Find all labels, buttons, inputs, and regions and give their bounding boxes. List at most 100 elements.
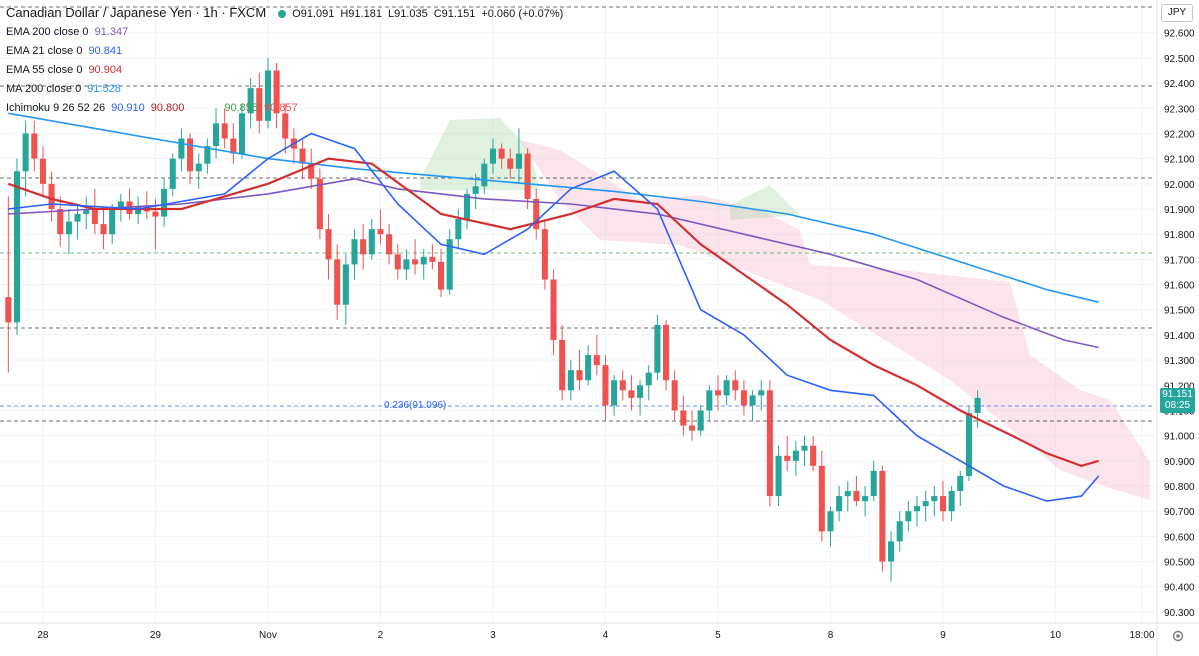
candlestick-series xyxy=(5,57,981,582)
candle-body xyxy=(913,506,921,512)
last-price-tag: 91.151 08:25 xyxy=(1160,388,1195,413)
y-axis-ticks: 92.600 92.500 92.400 92.300 92.200 92.100 92.0… xyxy=(1164,29,1195,619)
candle-body xyxy=(550,279,557,340)
candle-body xyxy=(602,365,609,406)
y-tick-label: 92.100 xyxy=(1164,155,1195,166)
candle-body xyxy=(195,163,202,172)
series-line-ma-200 xyxy=(8,112,1099,303)
candle-body xyxy=(351,239,358,265)
candle-body xyxy=(463,193,471,220)
candle-body xyxy=(559,339,566,391)
y-tick-label: 91.400 xyxy=(1164,331,1195,342)
candle-body xyxy=(706,390,713,411)
candle-body xyxy=(31,133,38,159)
candle-body xyxy=(611,380,618,406)
candle-body xyxy=(394,254,401,270)
candle-body xyxy=(472,186,479,194)
candle-body xyxy=(688,425,696,431)
y-tick-label: 90.800 xyxy=(1164,482,1195,493)
candle-body xyxy=(48,183,55,210)
candle-body xyxy=(403,259,410,270)
candle-body xyxy=(965,412,972,476)
candle-body xyxy=(169,158,176,189)
candle-body xyxy=(593,355,600,366)
candle-body xyxy=(368,229,375,255)
candle-body xyxy=(792,450,799,461)
candle-body xyxy=(515,153,522,169)
candle-body xyxy=(533,198,540,230)
last-price-countdown: 08:25 xyxy=(1164,400,1191,411)
candle-body xyxy=(238,113,246,154)
y-tick-label: 92.400 xyxy=(1164,79,1195,90)
candle-body xyxy=(957,475,964,492)
x-axis-ticks: 28 29 Nov 2 3 4 5 8 9 10 18:00 xyxy=(37,630,1155,641)
candle-body xyxy=(316,178,323,230)
candle-body xyxy=(446,239,453,290)
candle-body xyxy=(429,256,436,262)
series-line-ema-21 xyxy=(8,132,1100,502)
y-tick-label: 92.300 xyxy=(1164,104,1195,115)
candle-body xyxy=(91,209,98,225)
series-line-ema-55 xyxy=(7,157,1100,468)
candle-body xyxy=(308,163,315,179)
y-tick-label: 90.700 xyxy=(1164,507,1195,518)
candle-body xyxy=(576,370,583,381)
candle-body xyxy=(117,201,124,210)
candle-body xyxy=(818,465,825,532)
candle-body xyxy=(360,239,367,255)
candle-body xyxy=(152,211,159,217)
candle-body xyxy=(377,229,384,235)
candle-body xyxy=(654,324,661,373)
y-tick-label: 90.600 xyxy=(1164,532,1195,543)
candle-body xyxy=(100,224,107,235)
candle-body xyxy=(438,261,445,290)
candle-body xyxy=(264,70,271,121)
candle-body xyxy=(109,209,116,235)
candle-body xyxy=(723,380,730,396)
candle-body xyxy=(420,256,427,265)
x-tick-label: Nov xyxy=(259,630,277,641)
y-tick-label: 92.000 xyxy=(1164,180,1195,191)
candle-body xyxy=(256,88,263,121)
x-tick-label: 29 xyxy=(150,630,162,641)
y-tick-label: 91.900 xyxy=(1164,205,1195,216)
candle-body xyxy=(567,370,574,391)
candle-body xyxy=(221,123,228,139)
candle-body xyxy=(230,138,237,154)
gear-icon[interactable] xyxy=(1171,629,1185,643)
candle-body xyxy=(65,221,72,235)
candle-body xyxy=(489,148,496,164)
candle-body xyxy=(853,491,860,502)
fib-level-label: 0.236(91.096) xyxy=(384,400,447,411)
y-tick-label: 91.800 xyxy=(1164,230,1195,241)
y-tick-label: 91.500 xyxy=(1164,306,1195,317)
candle-body xyxy=(135,206,142,215)
candle-body xyxy=(775,455,782,497)
candle-body xyxy=(325,229,332,260)
candle-body xyxy=(412,259,419,265)
candle-body xyxy=(931,496,938,502)
candle-body xyxy=(645,372,652,386)
candle-body xyxy=(524,153,531,199)
candle-body xyxy=(628,390,635,398)
x-tick-label: 8 xyxy=(828,630,834,641)
y-tick-label: 91.700 xyxy=(1164,255,1195,266)
candle-body xyxy=(766,390,773,497)
candle-body xyxy=(680,410,687,426)
indicator-lines xyxy=(7,112,1100,502)
candle-body xyxy=(671,380,678,411)
candle-body xyxy=(732,380,739,391)
candle-body xyxy=(905,511,912,522)
x-tick-label: 18:00 xyxy=(1130,630,1155,641)
cloud-red xyxy=(520,140,1150,500)
candle-body xyxy=(697,410,704,431)
x-tick-label: 2 xyxy=(378,630,384,641)
candle-body xyxy=(39,158,46,184)
candle-body xyxy=(342,264,349,305)
candle-body xyxy=(749,395,756,406)
candle-body xyxy=(273,70,280,114)
candle-body xyxy=(714,390,721,396)
currency-button[interactable]: JPY xyxy=(1161,4,1193,22)
candle-body xyxy=(870,470,877,497)
